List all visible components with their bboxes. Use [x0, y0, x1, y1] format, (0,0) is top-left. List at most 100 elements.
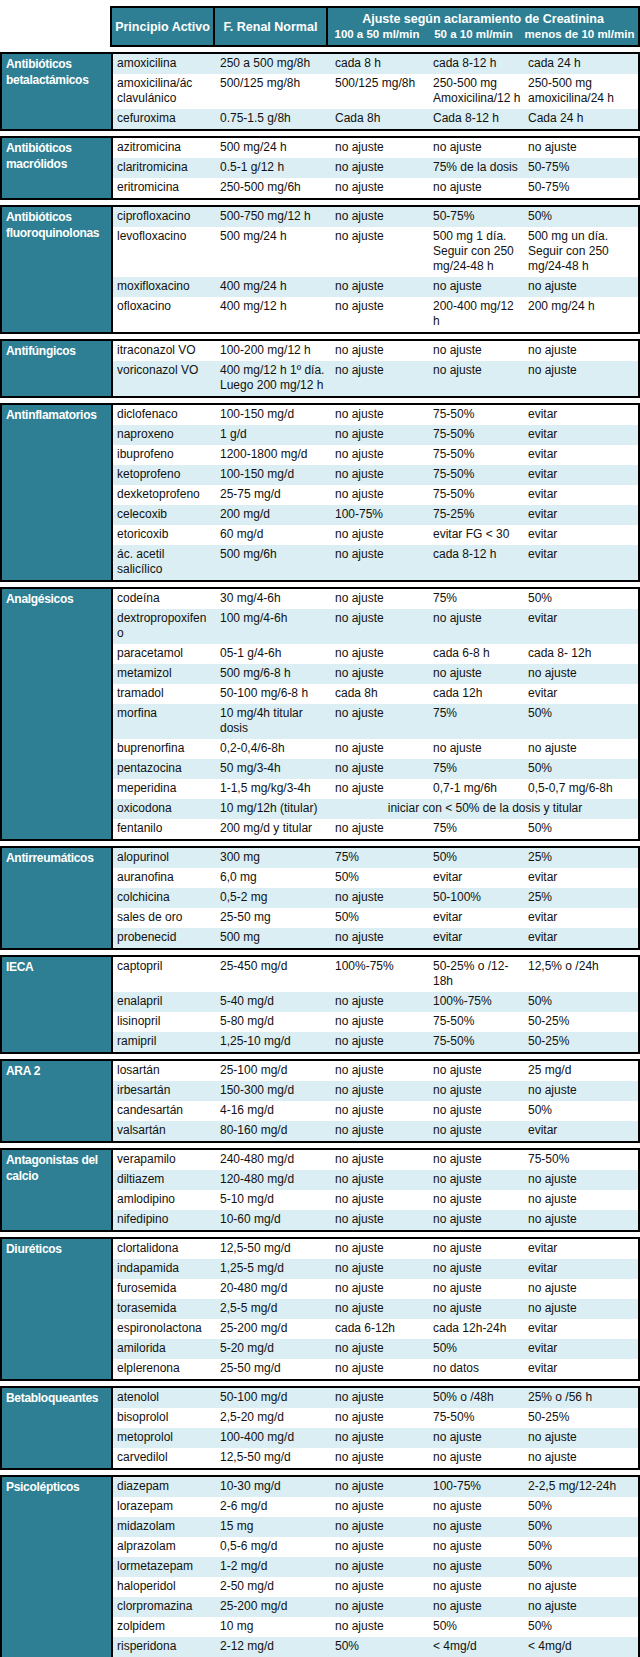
- drug-name-cell: elplerenona: [113, 1359, 216, 1379]
- adjust-100-50-cell: cada 8h: [331, 684, 429, 704]
- adjust-under-10-cell: evitar: [524, 525, 638, 545]
- col-header-menos-10: menos de 10 ml/min: [521, 27, 638, 45]
- table-row: ibuprofeno1200-1800 mg/dno ajuste75-50%e…: [113, 445, 638, 465]
- normal-dose-cell: 500-750 mg/12 h: [216, 207, 331, 227]
- adjust-100-50-cell: no ajuste: [331, 1061, 429, 1081]
- drug-name-cell: espironolactona: [113, 1319, 216, 1339]
- drug-name-cell: valsartán: [113, 1121, 216, 1141]
- table-row: alprazolam0,5-6 mg/dno ajusteno ajuste50…: [113, 1537, 638, 1557]
- normal-dose-cell: 100-150 mg/d: [216, 405, 331, 425]
- adjust-100-50-cell: no ajuste: [331, 297, 429, 332]
- drug-name-cell: midazolam: [113, 1517, 216, 1537]
- adjust-under-10-cell: 50%: [524, 1517, 638, 1537]
- category-cell: Antibióticos betalactámicos: [2, 54, 113, 129]
- table-row: diltiazem120-480 mg/dno ajusteno ajusten…: [113, 1170, 638, 1190]
- normal-dose-cell: 1 g/d: [216, 425, 331, 445]
- drug-name-cell: claritromicina: [113, 158, 216, 178]
- adjust-100-50-cell: no ajuste: [331, 1190, 429, 1210]
- normal-dose-cell: 2-50 mg/d: [216, 1577, 331, 1597]
- table-row: clortalidona12,5-50 mg/dno ajusteno ajus…: [113, 1239, 638, 1259]
- adjust-100-50-cell: no ajuste: [331, 664, 429, 684]
- adjust-100-50-cell: no ajuste: [331, 1339, 429, 1359]
- table-row: alopurinol300 mg75%50%25%: [113, 848, 638, 868]
- category-cell: Antibióticos fluoroquinolonas: [2, 207, 113, 332]
- category-cell: Antirreumáticos: [2, 848, 113, 948]
- adjust-under-10-cell: no ajuste: [524, 341, 638, 361]
- table-row: bisoprolol2,5-20 mg/dno ajuste75-50%50-2…: [113, 1408, 638, 1428]
- adjust-under-10-cell: evitar: [524, 1339, 638, 1359]
- table-row: etoricoxib60 mg/dno ajusteevitar FG < 30…: [113, 525, 638, 545]
- adjust-50-10-cell: 75-50%: [429, 1408, 524, 1428]
- normal-dose-cell: 0,5-6 mg/d: [216, 1537, 331, 1557]
- category-cell: Antibióticos macrólidos: [2, 138, 113, 198]
- adjust-under-10-cell: < 4mg/d: [524, 1637, 638, 1657]
- adjust-50-10-cell: cada 8-12 h: [429, 54, 524, 74]
- normal-dose-cell: 100 mg/4-6h: [216, 609, 331, 644]
- section-block: Antibióticos fluoroquinolonasciprofloxac…: [0, 205, 640, 334]
- category-cell: Antagonistas del calcio: [2, 1150, 113, 1230]
- drug-name-cell: tramadol: [113, 684, 216, 704]
- adjust-under-10-cell: no ajuste: [524, 1577, 638, 1597]
- drug-name-cell: codeína: [113, 589, 216, 609]
- table-row: oxicodona10 mg/12h (titular)iniciar con …: [113, 799, 638, 819]
- normal-dose-cell: 400 mg/12 h: [216, 297, 331, 332]
- adjust-100-50-cell: no ajuste: [331, 1617, 429, 1637]
- adjust-50-10-cell: no ajuste: [429, 1557, 524, 1577]
- normal-dose-cell: 5-20 mg/d: [216, 1339, 331, 1359]
- adjust-100-50-cell: no ajuste: [331, 704, 429, 739]
- adjust-under-10-cell: no ajuste: [524, 361, 638, 396]
- adjust-under-10-cell: 2-2,5 mg/12-24h: [524, 1477, 638, 1497]
- drug-name-cell: lorazepam: [113, 1497, 216, 1517]
- adjust-under-10-cell: 75-50%: [524, 1150, 638, 1170]
- normal-dose-cell: 100-200 mg/12 h: [216, 341, 331, 361]
- section-rows: clortalidona12,5-50 mg/dno ajusteno ajus…: [113, 1239, 638, 1379]
- normal-dose-cell: 5-80 mg/d: [216, 1012, 331, 1032]
- drug-name-cell: lisinopril: [113, 1012, 216, 1032]
- normal-dose-cell: 0,2-0,4/6-8h: [216, 739, 331, 759]
- adjust-50-10-cell: cada 12h-24h: [429, 1319, 524, 1339]
- normal-dose-cell: 200 mg/d y titular: [216, 819, 331, 839]
- table-row: ramipril1,25-10 mg/dno ajuste75-50%50-25…: [113, 1032, 638, 1052]
- table-row: naproxeno1 g/dno ajuste75-50%evitar: [113, 425, 638, 445]
- table-row: auranofina6,0 mg50%evitarevitar: [113, 868, 638, 888]
- col-group-ajuste-creatinina: Ajuste según aclaramiento de Creatinina …: [328, 8, 638, 45]
- adjust-100-50-cell: no ajuste: [331, 1081, 429, 1101]
- adjust-50-10-cell: no ajuste: [429, 1497, 524, 1517]
- normal-dose-cell: 50-100 mg/6-8 h: [216, 684, 331, 704]
- normal-dose-cell: 2-6 mg/d: [216, 1497, 331, 1517]
- category-cell: Betabloqueantes: [2, 1388, 113, 1468]
- table-row: espironolactona25-200 mg/dcada 6-12hcada…: [113, 1319, 638, 1339]
- adjust-under-10-cell: evitar: [524, 928, 638, 948]
- adjust-100-50-cell: no ajuste: [331, 779, 429, 799]
- adjust-50-10-cell: 50%: [429, 848, 524, 868]
- category-cell: Antifúngicos: [2, 341, 113, 396]
- adjust-100-50-cell: no ajuste: [331, 819, 429, 839]
- drug-name-cell: amlodipino: [113, 1190, 216, 1210]
- table-row: celecoxib200 mg/d100-75%75-25%evitar: [113, 505, 638, 525]
- table-row: meperidina1-1,5 mg/kg/3-4hno ajuste0,7-1…: [113, 779, 638, 799]
- drug-name-cell: candesartán: [113, 1101, 216, 1121]
- drug-name-cell: captopril: [113, 957, 216, 992]
- drug-name-cell: haloperidol: [113, 1577, 216, 1597]
- adjust-100-50-cell: no ajuste: [331, 1170, 429, 1190]
- adjust-under-10-cell: no ajuste: [524, 277, 638, 297]
- drug-name-cell: probenecid: [113, 928, 216, 948]
- table-row: atenolol50-100 mg/dno ajuste50% o /48h25…: [113, 1388, 638, 1408]
- adjust-under-10-cell: evitar: [524, 405, 638, 425]
- adjust-50-10-cell: 50-25% o /12-18h: [429, 957, 524, 992]
- drug-name-cell: fentanilo: [113, 819, 216, 839]
- adjust-50-10-cell: 75-50%: [429, 405, 524, 425]
- adjust-100-50-cell: no ajuste: [331, 1537, 429, 1557]
- section-rows: diazepam10-30 mg/dno ajuste100-75%2-2,5 …: [113, 1477, 638, 1657]
- adjust-100-50-cell: no ajuste: [331, 1032, 429, 1052]
- section-rows: codeína30 mg/4-6hno ajuste75%50%dextropr…: [113, 589, 638, 839]
- adjust-under-10-cell: evitar: [524, 465, 638, 485]
- adjust-50-10-cell: no ajuste: [429, 1279, 524, 1299]
- drug-name-cell: celecoxib: [113, 505, 216, 525]
- adjust-50-10-cell: no ajuste: [429, 1448, 524, 1468]
- section-block: ARA 2losartán25-100 mg/dno ajusteno ajus…: [0, 1059, 640, 1143]
- table-row: claritromicina0.5-1 g/12 hno ajuste75% d…: [113, 158, 638, 178]
- adjust-100-50-cell: no ajuste: [331, 341, 429, 361]
- adjust-under-10-cell: 250-500 mg amoxicilina/24 h: [524, 74, 638, 109]
- adjust-50-10-cell: 75-50%: [429, 1032, 524, 1052]
